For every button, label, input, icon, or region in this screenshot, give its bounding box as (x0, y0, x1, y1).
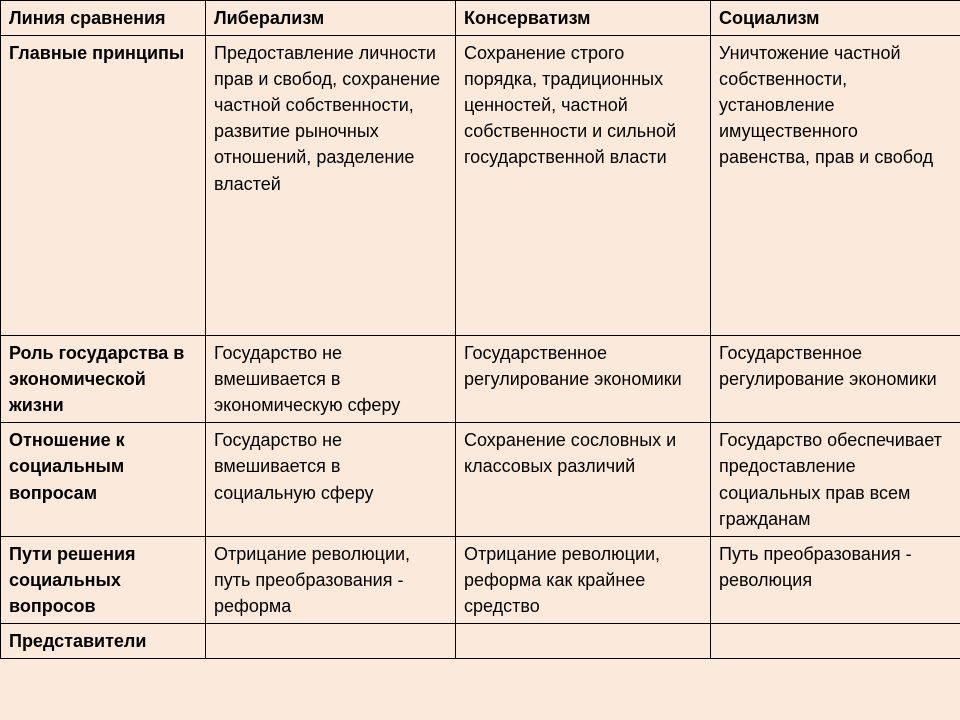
cell: Сохранение сословных и классовых различи… (456, 423, 711, 536)
table-row: Роль государства в экономической жизни Г… (1, 336, 960, 423)
cell: Отрицание революции, реформа как крайнее… (456, 536, 711, 623)
col-header-line: Линия сравнения (1, 1, 206, 36)
cell: Государство не вмешивается в социальную … (206, 423, 456, 536)
cell: Предоставление личности прав и свобод, с… (206, 36, 456, 336)
table-row: Пути решения социальных вопросов Отрицан… (1, 536, 960, 623)
cell (206, 624, 456, 659)
cell: Уничтожение частной собственности, устан… (711, 36, 960, 336)
table-row: Отношение к социальным вопросам Государс… (1, 423, 960, 536)
cell (456, 624, 711, 659)
row-label: Роль государства в экономической жизни (1, 336, 206, 423)
cell: Государство обеспечивает предоставление … (711, 423, 960, 536)
table-row: Главные принципы Предоставление личности… (1, 36, 960, 336)
cell: Государственное регулирование экономики (711, 336, 960, 423)
cell: Государство не вмешивается в экономическ… (206, 336, 456, 423)
col-header-conservatism: Консерватизм (456, 1, 711, 36)
row-label: Представители (1, 624, 206, 659)
cell: Путь преобразования - революция (711, 536, 960, 623)
row-label: Главные принципы (1, 36, 206, 336)
cell (711, 624, 960, 659)
comparison-table: Линия сравнения Либерализм Консерватизм … (0, 0, 960, 659)
col-header-liberalism: Либерализм (206, 1, 456, 36)
table-header-row: Линия сравнения Либерализм Консерватизм … (1, 1, 960, 36)
cell: Отрицание революции, путь преобразования… (206, 536, 456, 623)
cell: Сохранение строго порядка, традиционных … (456, 36, 711, 336)
cell: Государственное регулирование экономики (456, 336, 711, 423)
row-label: Отношение к социальным вопросам (1, 423, 206, 536)
col-header-socialism: Социализм (711, 1, 960, 36)
table-row: Представители (1, 624, 960, 659)
row-label: Пути решения социальных вопросов (1, 536, 206, 623)
